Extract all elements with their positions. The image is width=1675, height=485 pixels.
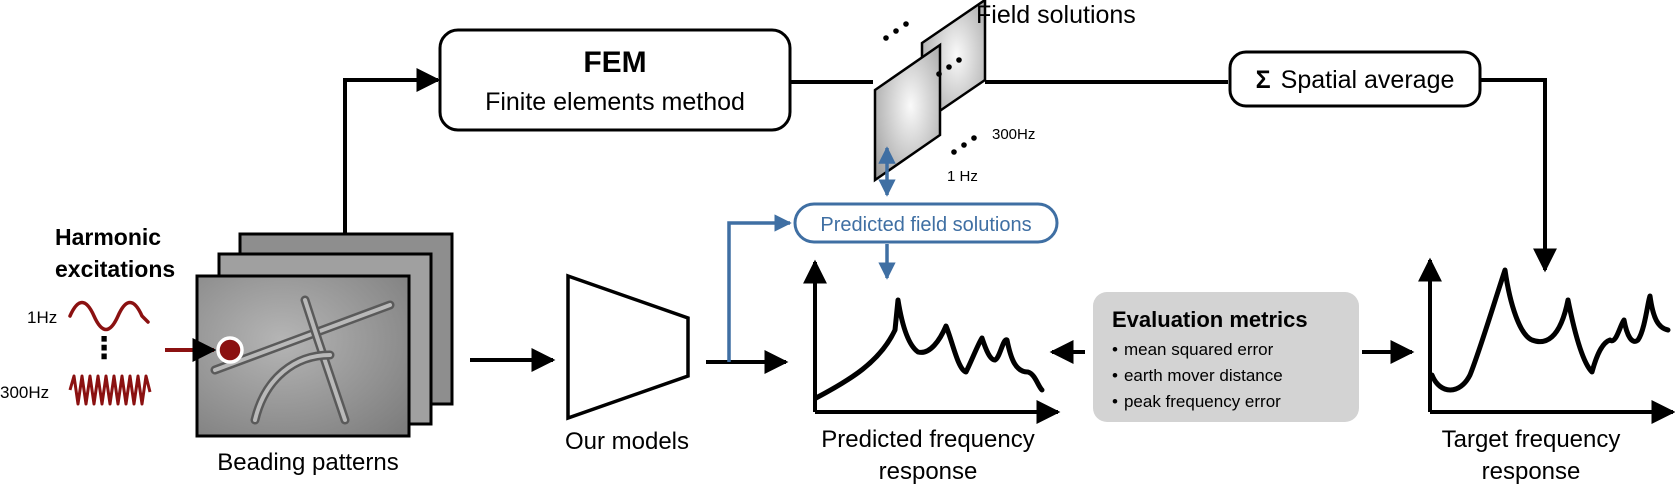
metric-item-label: earth mover distance	[1124, 366, 1283, 385]
model-trapezoid-icon	[566, 273, 690, 421]
our-models-label: Our models	[565, 428, 689, 455]
low-frequency-wave-icon	[68, 300, 150, 332]
metrics-title: Evaluation metrics	[1112, 307, 1308, 332]
fem-subtitle: Finite elements method	[485, 88, 745, 116]
beading-pattern-stack	[195, 232, 454, 438]
predicted-response-plot	[803, 259, 1061, 424]
field-solution-planes	[873, 0, 987, 183]
bullet-icon: •	[1112, 340, 1118, 359]
predicted-field-box	[793, 202, 1059, 244]
inputs-title-line1: Harmonic	[55, 224, 161, 250]
frequency-ellipsis: ⋮	[89, 332, 119, 365]
excitation-point-icon	[216, 336, 244, 364]
metric-item-label: peak frequency error	[1124, 392, 1281, 411]
low-frequency-label: 1Hz	[27, 308, 57, 327]
sum-icon: Σ	[1256, 66, 1271, 94]
spatial-average-text: Σ Spatial average	[1256, 66, 1455, 94]
spatial-average-label: Spatial average	[1281, 66, 1455, 94]
target-response-line1: Target frequency	[1442, 426, 1621, 453]
target-response-line2: response	[1482, 458, 1581, 485]
field-low-frequency-label: 1 Hz	[947, 168, 978, 185]
evaluation-metrics-box	[1093, 292, 1359, 422]
metric-item-label: mean squared error	[1124, 340, 1274, 359]
field-high-frequency-label: 300Hz	[992, 126, 1035, 143]
fem-title: FEM	[583, 46, 646, 79]
metric-item-3: • peak frequency error	[1112, 392, 1281, 411]
high-frequency-wave-icon	[68, 374, 152, 406]
blue-arrow-models-to-field	[727, 214, 792, 362]
metric-item-1: • mean squared error	[1112, 340, 1274, 359]
fem-box	[438, 28, 792, 132]
field-dots-icon	[883, 21, 977, 155]
high-frequency-label: 300Hz	[0, 383, 49, 402]
predicted-response-line2: response	[879, 458, 978, 485]
bullet-icon: •	[1112, 392, 1118, 411]
target-response-plot	[1418, 257, 1675, 424]
beading-patterns-label: Beading patterns	[217, 449, 398, 476]
inputs-title-line2: excitations	[55, 256, 175, 282]
spatial-average-box	[1228, 50, 1482, 108]
arrow-beading-to-fem	[343, 68, 441, 234]
arrow-average-to-target	[1481, 78, 1557, 273]
bullet-icon: •	[1112, 366, 1118, 385]
metric-item-2: • earth mover distance	[1112, 366, 1283, 385]
predicted-field-label: Predicted field solutions	[820, 214, 1031, 236]
field-solutions-label: Field solutions	[976, 1, 1136, 29]
predicted-response-line1: Predicted frequency	[821, 426, 1034, 453]
